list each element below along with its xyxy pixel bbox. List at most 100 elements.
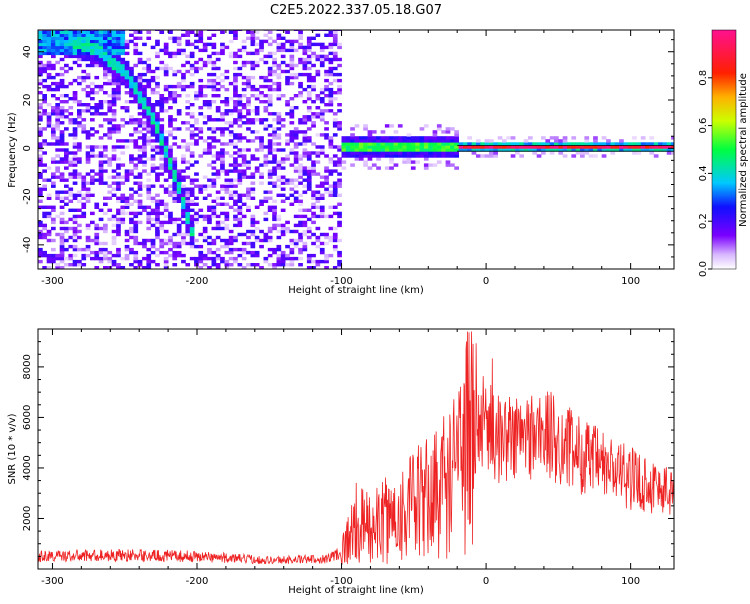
heatmap-cell <box>224 87 230 92</box>
heatmap-cell <box>155 124 160 128</box>
heatmap-cell <box>176 145 182 149</box>
heatmap-cell <box>90 133 95 137</box>
heatmap-cell <box>606 148 611 152</box>
heatmap-cell <box>389 148 394 152</box>
heatmap-cell <box>580 154 585 158</box>
heatmap-cell <box>267 181 273 185</box>
heatmap-cell <box>332 121 338 125</box>
heatmap-cell <box>454 142 459 146</box>
heatmap-cell <box>319 196 325 200</box>
heatmap-cell <box>42 253 47 258</box>
heatmap-cell <box>146 81 152 86</box>
heatmap-cell <box>181 238 186 243</box>
heatmap-cell <box>189 84 195 89</box>
heatmap-cell <box>163 238 169 243</box>
heatmap-cell <box>120 199 126 203</box>
heatmap-cell <box>233 142 238 146</box>
heatmap-cell <box>632 151 637 155</box>
heatmap-cell <box>129 81 134 86</box>
heatmap-cell <box>55 266 60 269</box>
heatmap-cell <box>324 94 329 98</box>
heatmap-cell <box>163 51 169 56</box>
heatmap-cell <box>202 184 208 188</box>
heatmap-cell <box>142 266 147 269</box>
heatmap-cell <box>272 263 277 267</box>
heatmap-cell <box>363 145 368 149</box>
heatmap-cell <box>328 30 334 34</box>
heatmap-cell <box>107 66 113 71</box>
heatmap-cell <box>181 241 186 246</box>
heatmap-cell <box>315 133 321 137</box>
heatmap-cell <box>159 60 165 65</box>
heatmap-cell <box>90 220 95 225</box>
heatmap-cell <box>146 205 152 209</box>
heatmap-cell <box>146 127 152 131</box>
heatmap-cell <box>202 187 208 191</box>
heatmap-cell <box>124 109 130 113</box>
heatmap-cell <box>298 60 303 65</box>
heatmap-cell <box>150 199 156 203</box>
heatmap-cell <box>241 75 247 80</box>
heatmap-cell <box>302 223 308 228</box>
heatmap-cell <box>233 199 238 203</box>
heatmap-cell <box>415 151 420 155</box>
heatmap-cell <box>142 115 147 119</box>
heatmap-cell <box>376 157 381 161</box>
heatmap-cell <box>198 84 204 89</box>
heatmap-cell <box>72 30 78 34</box>
heatmap-cell <box>168 169 173 173</box>
heatmap-cell <box>163 163 169 167</box>
heatmap-cell <box>137 36 143 40</box>
heatmap-cell <box>172 196 178 200</box>
heatmap-cell <box>246 205 251 209</box>
heatmap-cell <box>597 148 603 152</box>
heatmap-cell <box>129 169 134 173</box>
heatmap-cell <box>98 259 104 264</box>
heatmap-cell <box>298 154 303 158</box>
heatmap-cell <box>142 160 147 164</box>
heatmap-cell <box>237 118 243 122</box>
heatmap-cell <box>51 66 56 71</box>
heatmap-cell <box>155 136 160 140</box>
heatmap-cell <box>233 178 238 182</box>
heatmap-cell <box>155 148 160 152</box>
heatmap-cell <box>406 160 412 164</box>
heatmap-cell <box>228 235 234 240</box>
heatmap-cell <box>393 145 399 149</box>
heatmap-cell <box>120 196 126 200</box>
heatmap-cell <box>194 238 199 243</box>
heatmap-cell <box>189 30 195 34</box>
heatmap-cell <box>484 142 490 146</box>
heatmap-cell <box>185 30 191 34</box>
heatmap-cell <box>176 184 182 188</box>
heatmap-cell <box>319 87 325 92</box>
heatmap-cell <box>159 118 165 122</box>
heatmap-cell <box>198 33 204 37</box>
heatmap-cell <box>215 127 221 131</box>
heatmap-cell <box>85 48 91 53</box>
heatmap-cell <box>124 75 130 80</box>
heatmap-cell <box>241 63 247 68</box>
heatmap-cell <box>337 160 342 164</box>
heatmap-cell <box>72 175 78 179</box>
heatmap-cell <box>428 145 433 149</box>
heatmap-cell <box>159 124 165 128</box>
heatmap-cell <box>133 100 139 104</box>
heatmap-cell <box>233 163 238 167</box>
heatmap-cell <box>306 187 312 191</box>
colorbar-tick-label: 0.0 <box>698 261 709 277</box>
heatmap-cell <box>150 124 156 128</box>
heatmap-cell <box>129 202 134 206</box>
heatmap-cell <box>224 244 230 249</box>
heatmap-cell <box>220 45 225 50</box>
heatmap-cell <box>111 124 117 128</box>
heatmap-cell <box>233 151 238 155</box>
heatmap-cell <box>293 75 299 80</box>
heatmap-cell <box>228 250 234 255</box>
heatmap-cell <box>584 142 590 146</box>
heatmap-cell <box>72 145 78 149</box>
heatmap-cell <box>280 48 286 53</box>
heatmap-cell <box>376 148 381 152</box>
heatmap-cell <box>658 148 663 152</box>
heatmap-cell <box>38 190 43 194</box>
